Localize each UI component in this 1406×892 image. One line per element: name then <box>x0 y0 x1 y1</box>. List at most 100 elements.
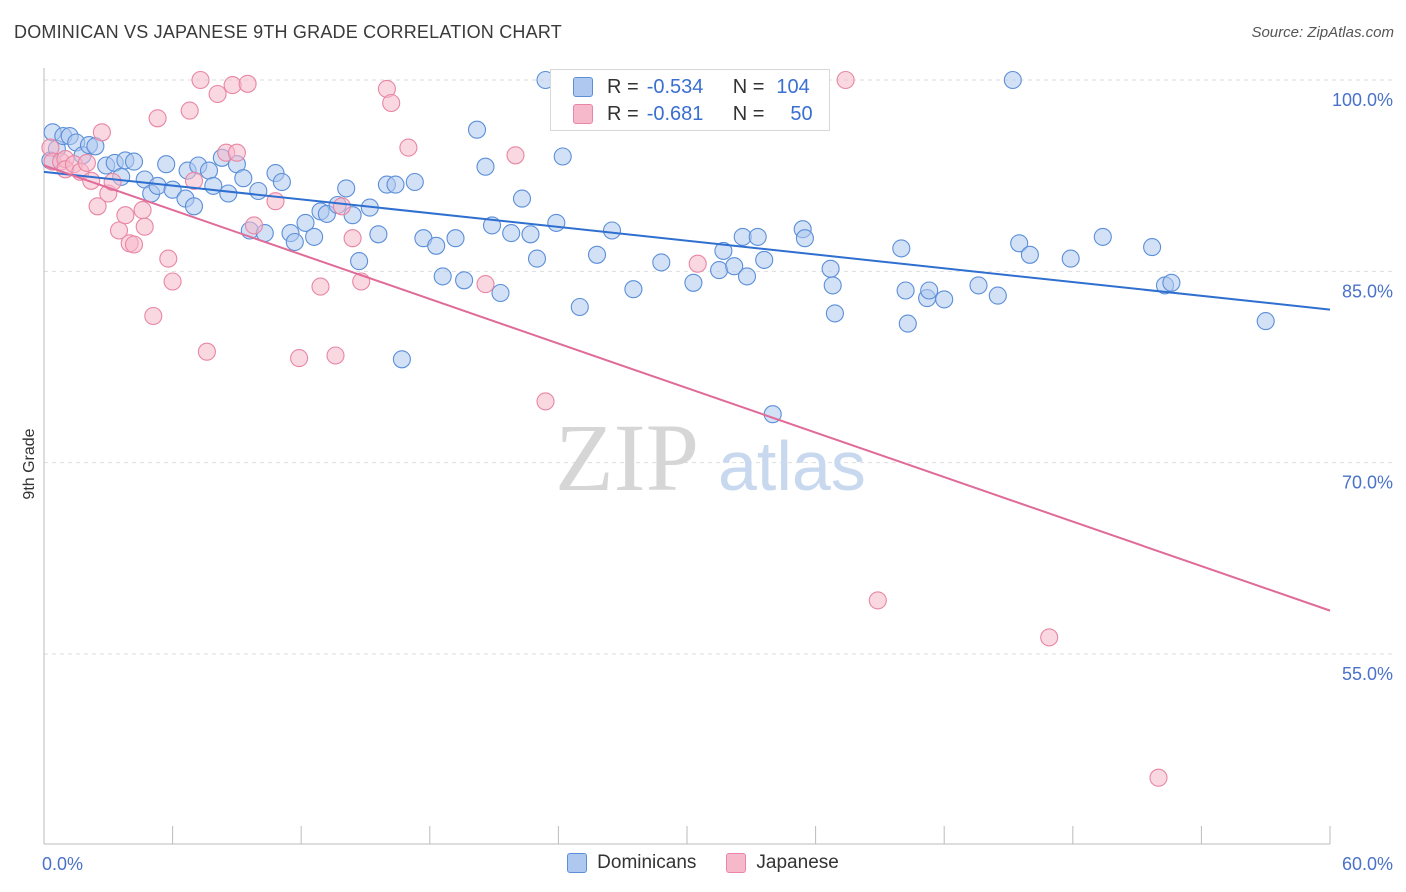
japanese-point <box>836 70 855 90</box>
dominican-point <box>1162 273 1181 292</box>
japanese-point <box>159 249 178 268</box>
dominican-point <box>1010 234 1029 253</box>
axes <box>43 68 1331 845</box>
dominican-point <box>386 175 405 194</box>
japanese-point <box>1040 628 1059 647</box>
legend-item-dominicans[interactable]: Dominicans <box>567 852 696 874</box>
japanese-point <box>92 123 111 142</box>
chart-source: Source: ZipAtlas.com <box>1251 24 1394 41</box>
tick-labels: 55.0% 70.0% 85.0% 100.0% 0.0% 60.0% <box>42 90 1393 874</box>
dominican-point <box>821 259 840 278</box>
dominican-point <box>795 229 814 248</box>
dominican-point <box>725 257 744 276</box>
japanese-point <box>227 143 246 162</box>
dominican-point <box>823 276 842 295</box>
legend-label-japanese: Japanese <box>756 852 839 873</box>
swatch-dominicans <box>573 77 593 97</box>
japanese-point <box>223 76 242 95</box>
dominican-point <box>748 227 767 246</box>
dominican-point <box>892 239 911 258</box>
japanese-point <box>77 153 96 172</box>
r-value: -0.534 <box>646 75 704 98</box>
japanese-point <box>88 197 107 216</box>
dominican-point <box>624 280 643 299</box>
japanese-point <box>382 93 401 113</box>
r-label: R = <box>607 102 639 125</box>
dominican-point <box>587 245 607 264</box>
dominican-point <box>512 189 532 208</box>
r-value: -0.681 <box>646 102 704 125</box>
dominican-point <box>1256 312 1275 331</box>
r-label: R = <box>607 75 639 98</box>
dominican-point <box>427 236 446 255</box>
japanese-point <box>135 217 154 236</box>
dominican-point <box>920 281 939 300</box>
dominican-point <box>1020 245 1039 264</box>
legend-label-dominicans: Dominicans <box>597 852 697 873</box>
dominican-point <box>1143 238 1162 257</box>
japanese-point <box>191 70 210 90</box>
japanese-point <box>144 306 163 326</box>
japanese-point <box>536 392 555 411</box>
japanese-point <box>326 346 345 365</box>
y-tick-label: 70.0% <box>1342 473 1393 493</box>
stats-legend: R = -0.534 N = 104 R = -0.681 N = 50 <box>550 69 830 131</box>
japanese-point <box>476 275 495 294</box>
dominican-point <box>199 161 219 180</box>
dominican-trend-line <box>43 170 1331 311</box>
japanese-point <box>180 101 199 120</box>
chart-title: DOMINICAN VS JAPANESE 9TH GRADE CORRELAT… <box>14 22 562 42</box>
japanese-point <box>238 74 257 93</box>
dominican-point <box>755 250 774 269</box>
japanese-point <box>184 171 204 190</box>
dominican-point <box>1061 249 1080 268</box>
japanese-point <box>244 216 264 235</box>
dominican-point <box>737 267 757 286</box>
dominican-point <box>521 225 540 244</box>
dominican-point <box>714 241 733 260</box>
legend-item-japanese[interactable]: Japanese <box>726 852 839 874</box>
dominican-point <box>124 152 144 171</box>
legend-swatch-japanese <box>726 853 747 873</box>
dominican-point <box>527 249 547 268</box>
dominican-point <box>491 283 510 303</box>
japanese-point <box>688 254 707 273</box>
dominican-point <box>285 232 304 252</box>
data-points <box>41 70 1275 787</box>
dominican-point <box>204 176 223 195</box>
trend-lines <box>43 164 1331 612</box>
dominican-point <box>455 271 474 290</box>
dominican-point <box>1093 227 1112 246</box>
japanese-point <box>208 84 227 104</box>
dominican-point <box>684 273 703 292</box>
dominican-point <box>652 253 671 272</box>
japanese-point <box>197 342 216 361</box>
dominican-point <box>898 314 917 333</box>
dominican-point <box>446 229 465 248</box>
dominican-point <box>896 281 915 300</box>
japanese-trend-line <box>43 164 1331 612</box>
dominican-point <box>249 181 268 201</box>
y-tick-label: 85.0% <box>1342 281 1393 301</box>
n-label: N = <box>732 75 765 98</box>
japanese-point <box>1149 768 1168 787</box>
japanese-point <box>148 109 167 128</box>
dominican-point <box>547 213 566 232</box>
dominican-point <box>553 147 572 166</box>
x-tick-label: 0.0% <box>42 854 83 874</box>
dominican-point <box>219 184 238 203</box>
swatch-japanese <box>573 104 593 124</box>
dominican-point <box>988 286 1007 305</box>
x-tick-label: 60.0% <box>1342 854 1393 874</box>
stats-row-dominicans: R = -0.534 N = 104 <box>573 74 810 100</box>
dominican-point <box>392 350 411 369</box>
dominican-point <box>272 172 291 192</box>
dominican-point <box>305 227 324 246</box>
dominican-point <box>157 155 176 174</box>
n-value: 50 <box>790 102 813 125</box>
watermark: ZIP atlas <box>555 404 866 511</box>
japanese-point <box>109 221 129 240</box>
watermark-atlas: atlas <box>718 427 866 505</box>
japanese-point <box>116 206 135 225</box>
japanese-point <box>506 146 525 165</box>
